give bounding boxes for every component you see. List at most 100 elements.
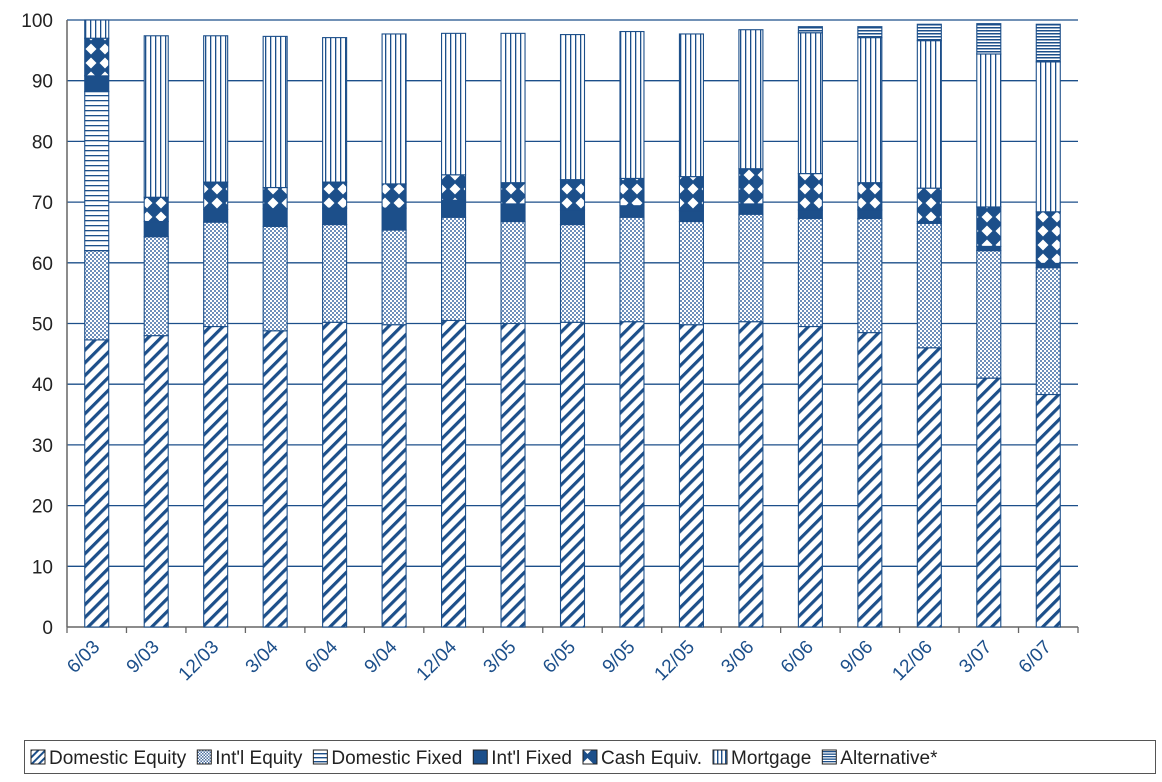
y-tick-label: 60 xyxy=(32,254,53,275)
y-tick-label: 100 xyxy=(21,11,53,32)
bar-segment xyxy=(857,209,883,220)
bar-segment xyxy=(619,321,645,628)
y-tick-label: 10 xyxy=(32,557,53,578)
legend-item: Domestic Fixed xyxy=(312,748,462,769)
legend-item: Int'l Equity xyxy=(196,748,303,769)
x-tick-label: 12/06 xyxy=(888,637,936,685)
legend-swatch xyxy=(821,749,837,765)
bar-segment xyxy=(678,210,704,223)
bar-stack xyxy=(916,23,942,628)
bar-segment xyxy=(738,203,764,215)
x-tick-label: 9/06 xyxy=(836,637,877,678)
bar-segment xyxy=(1035,393,1061,628)
legend-label: Int'l Equity xyxy=(215,748,303,769)
bar-segment xyxy=(322,224,348,323)
bar-segment xyxy=(500,182,526,205)
bar-segment xyxy=(322,181,348,209)
legend-item: Mortgage xyxy=(712,748,811,769)
bar-stack xyxy=(738,29,764,628)
bar-segment xyxy=(441,199,467,218)
bar-segment xyxy=(262,330,288,628)
bar-segment xyxy=(619,177,645,207)
y-tick-label: 70 xyxy=(32,193,53,214)
bar-stack xyxy=(797,26,823,628)
x-tick-label: 12/05 xyxy=(651,637,699,685)
bar-segment xyxy=(738,213,764,323)
bar-segment xyxy=(857,217,883,334)
bar-segment xyxy=(797,26,823,34)
bar-segment xyxy=(262,208,288,227)
bar-segment xyxy=(1035,267,1061,396)
bar-segment xyxy=(619,205,645,218)
bar-segment xyxy=(678,176,704,212)
bar-segment xyxy=(976,23,1002,55)
bar-segment xyxy=(678,220,704,326)
bar-segment xyxy=(857,37,883,184)
bar-segment xyxy=(441,216,467,322)
bar-segment xyxy=(916,187,942,223)
bar-segment xyxy=(143,220,169,238)
x-tick-label: 6/06 xyxy=(777,637,818,678)
bar-stack xyxy=(84,19,110,628)
bar-segment xyxy=(1035,262,1061,269)
y-tick-label: 90 xyxy=(32,72,53,93)
y-tick-label: 40 xyxy=(32,375,53,396)
bar-segment xyxy=(559,224,586,323)
y-tick-label: 80 xyxy=(32,132,53,153)
bar-segment xyxy=(976,377,1002,628)
x-tick-labels: 6/03 9/03 12/03 3/04 6/04 9/04 12/04 3/05 6/05 9/… xyxy=(63,636,1056,685)
bar-segment xyxy=(619,216,645,323)
bar-segment xyxy=(857,26,883,39)
x-tick-label: 6/03 xyxy=(63,637,104,678)
x-tick-label: 12/03 xyxy=(175,637,223,685)
bar-segment xyxy=(203,181,229,210)
bar-stack xyxy=(381,33,407,628)
bar-stack xyxy=(262,35,288,628)
legend-label: Int'l Fixed xyxy=(491,748,572,769)
bar-segment xyxy=(203,208,229,223)
x-tick-label: 6/04 xyxy=(301,636,342,677)
bar-segment xyxy=(84,339,110,628)
x-tick-label: 3/07 xyxy=(955,637,996,678)
legend-swatch xyxy=(472,749,488,765)
bars-layer xyxy=(84,19,1061,628)
legend-svg: Domestic Equity Int'l Equity Domestic Fixe… xyxy=(30,748,938,769)
y-tick-label: 50 xyxy=(32,315,53,336)
bar-segment xyxy=(797,209,823,220)
bar-segment xyxy=(381,229,407,326)
bar-segment xyxy=(857,182,883,211)
bar-segment xyxy=(916,347,942,628)
x-tick-label: 3/05 xyxy=(480,637,521,678)
bar-segment xyxy=(143,196,169,223)
legend-item: Alternative* xyxy=(821,748,938,769)
bar-segment xyxy=(1035,211,1061,264)
bar-segment xyxy=(797,325,823,628)
bar-segment xyxy=(976,53,1002,208)
legend-label: Alternative* xyxy=(840,748,938,769)
bar-stack xyxy=(500,32,526,628)
bar-segment xyxy=(916,222,942,349)
bar-segment xyxy=(916,23,942,42)
legend-label: Domestic Fixed xyxy=(331,748,462,769)
bar-segment xyxy=(797,32,823,175)
bar-segment xyxy=(619,30,645,179)
bar-stack xyxy=(441,32,467,628)
x-tick-label: 12/04 xyxy=(413,636,462,685)
legend: Domestic Equity Int'l Equity Domestic Fixe… xyxy=(24,740,1156,774)
bar-segment xyxy=(797,217,823,328)
bar-segment xyxy=(500,220,526,325)
bar-segment xyxy=(262,35,288,189)
bar-segment xyxy=(1035,23,1061,63)
bar-segment xyxy=(143,335,169,628)
bar-segment xyxy=(976,250,1002,379)
bar-segment xyxy=(381,183,407,209)
bar-segment xyxy=(381,207,407,231)
y-tick-label: 20 xyxy=(32,497,53,518)
bar-segment xyxy=(559,209,586,226)
x-tick-label: 9/05 xyxy=(599,637,640,678)
bar-segment xyxy=(500,32,526,184)
legend-item: Cash Equiv. xyxy=(582,748,702,769)
bar-segment xyxy=(500,203,526,223)
x-tick-label: 9/03 xyxy=(123,637,164,678)
